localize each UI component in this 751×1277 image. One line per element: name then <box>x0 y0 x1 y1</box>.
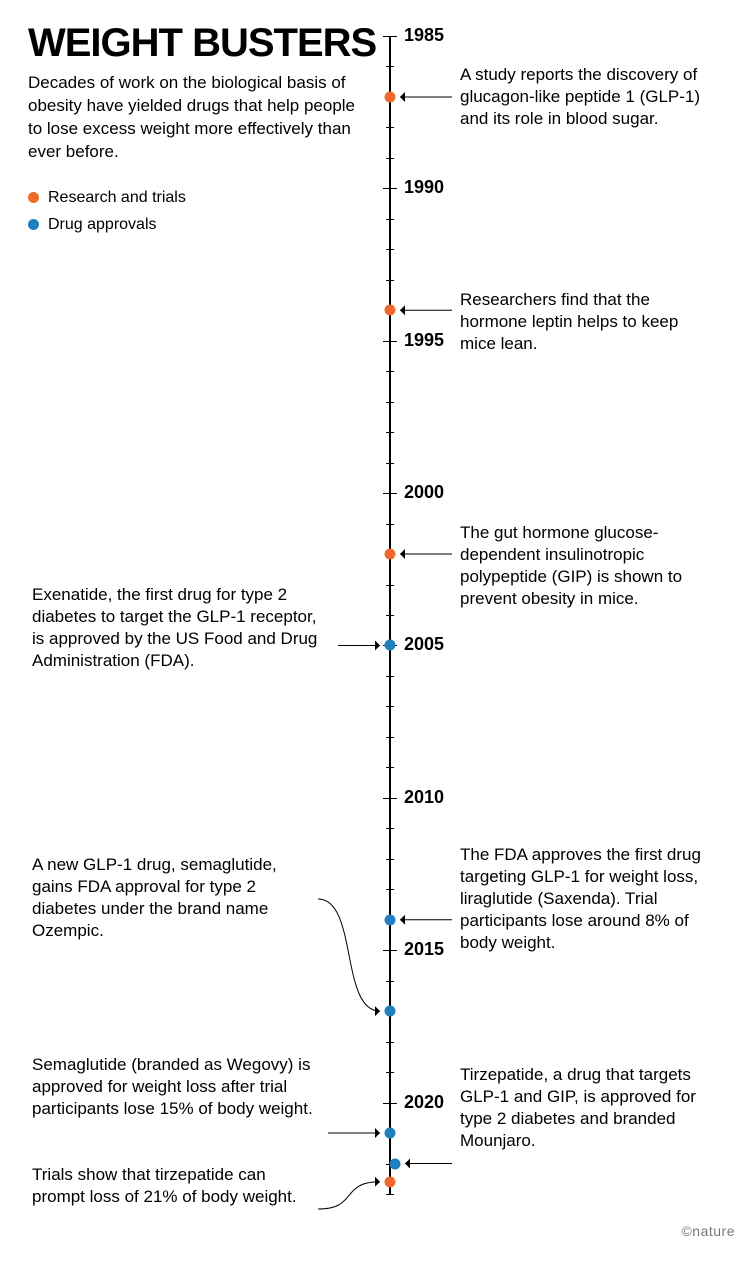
event-text: A study reports the discovery of glucago… <box>460 64 720 130</box>
tick-minor <box>386 737 394 738</box>
year-label: 1985 <box>404 25 444 46</box>
tick-minor <box>386 219 394 220</box>
year-label: 2020 <box>404 1092 444 1113</box>
tick-minor <box>386 1042 394 1043</box>
tick-major <box>383 188 397 189</box>
event-dot <box>385 1006 396 1017</box>
tick-minor <box>386 615 394 616</box>
tick-minor <box>386 859 394 860</box>
event-dot <box>385 640 396 651</box>
tick-major <box>383 36 397 37</box>
event-text: Tirzepatide, a drug that targets GLP-1 a… <box>460 1064 720 1152</box>
tick-minor <box>386 280 394 281</box>
tick-minor <box>386 767 394 768</box>
tick-minor <box>386 371 394 372</box>
tick-minor <box>386 432 394 433</box>
tick-major <box>383 493 397 494</box>
tick-minor <box>386 127 394 128</box>
tick-major <box>383 798 397 799</box>
timeline-area: 1985 1990 1995 2000 2005 2010 2015 2020 A study … <box>0 24 751 1203</box>
event-dot <box>385 305 396 316</box>
tick-major <box>383 950 397 951</box>
tick-minor <box>386 66 394 67</box>
year-label: 2005 <box>404 634 444 655</box>
credit-text: ©nature <box>681 1223 735 1239</box>
event-text: Semaglutide (branded as Wegovy) is appro… <box>32 1054 322 1120</box>
event-dot <box>390 1158 401 1169</box>
tick-minor <box>386 889 394 890</box>
infographic-container: WEIGHT BUSTERS Decades of work on the bi… <box>0 0 751 1253</box>
tick-minor <box>386 463 394 464</box>
tick-major <box>383 341 397 342</box>
event-text: The FDA approves the first drug targetin… <box>460 844 720 954</box>
event-dot <box>385 549 396 560</box>
tick-major <box>383 1103 397 1104</box>
event-dot <box>385 91 396 102</box>
event-text: Trials show that tirzepatide can prompt … <box>32 1164 312 1208</box>
tick-minor <box>386 1194 394 1195</box>
tick-minor <box>386 158 394 159</box>
event-text: A new GLP-1 drug, semaglutide, gains FDA… <box>32 854 312 942</box>
year-label: 1990 <box>404 177 444 198</box>
year-label: 2000 <box>404 482 444 503</box>
year-label: 2010 <box>404 787 444 808</box>
tick-minor <box>386 402 394 403</box>
tick-minor <box>386 706 394 707</box>
tick-minor <box>386 1072 394 1073</box>
tick-minor <box>386 249 394 250</box>
event-dot <box>385 914 396 925</box>
tick-minor <box>386 676 394 677</box>
tick-minor <box>386 524 394 525</box>
event-dot <box>385 1176 396 1187</box>
year-label: 1995 <box>404 330 444 351</box>
event-dot <box>385 1128 396 1139</box>
event-text: Exenatide, the first drug for type 2 dia… <box>32 584 332 672</box>
tick-minor <box>386 981 394 982</box>
event-text: The gut hormone glucose-dependent insuli… <box>460 522 720 610</box>
year-label: 2015 <box>404 939 444 960</box>
event-text: Researchers find that the hormone leptin… <box>460 289 700 355</box>
tick-minor <box>386 828 394 829</box>
tick-minor <box>386 585 394 586</box>
